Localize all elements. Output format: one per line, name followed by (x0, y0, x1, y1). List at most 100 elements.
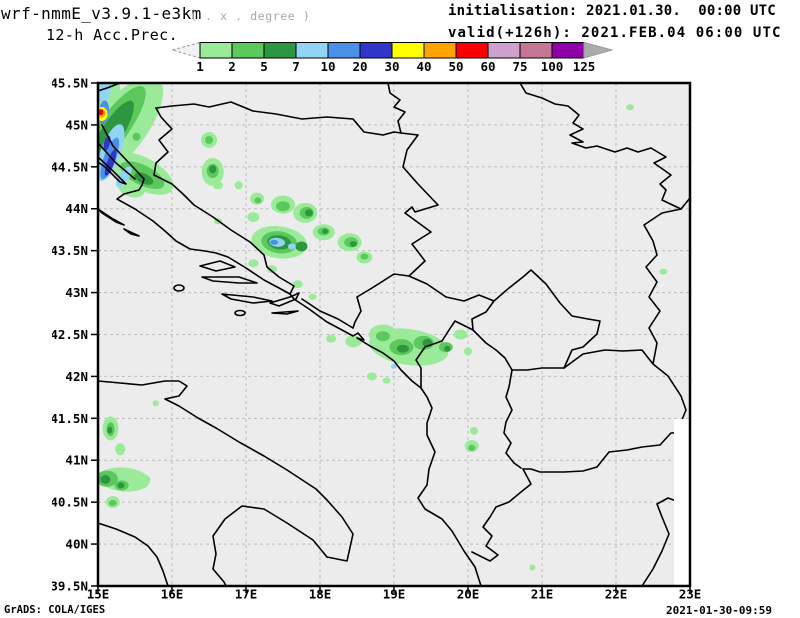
legend-value: 60 (480, 59, 495, 74)
lat-tick-label: 39.5N (52, 578, 88, 593)
precip-cell-50mm (98, 109, 104, 116)
legend-value: 5 (260, 59, 268, 74)
legend-value: 50 (448, 59, 463, 74)
legend-value: 1 (196, 59, 204, 74)
precip-cell-2mm (276, 201, 290, 212)
grads-signature: GrADS: COLA/IGES (4, 604, 106, 616)
precip-cell-1mm (152, 400, 159, 407)
precip-cell-5mm (322, 228, 329, 234)
legend-value: 125 (573, 59, 596, 74)
precip-cell-5mm (117, 482, 125, 489)
lat-lon-gridlines (98, 83, 690, 586)
precip-cell-2mm (132, 132, 141, 141)
lon-tick-label: 22E (605, 587, 628, 601)
product-label: 12-h Acc.Prec. (46, 26, 179, 44)
precip-cell-5mm (100, 475, 111, 484)
precip-cell-7mm (287, 243, 296, 250)
precip-cell-5mm (304, 209, 313, 217)
border-croatia-serbia (387, 83, 406, 134)
precip-cell-1mm (345, 335, 362, 348)
legend-color-box (519, 42, 553, 59)
precip-cell-2mm (205, 136, 213, 144)
precip-cell-1mm (115, 443, 126, 456)
legend-value: 75 (512, 59, 527, 74)
precip-cell-1mm (366, 372, 377, 381)
legend-value: 20 (352, 59, 367, 74)
lat-tick-label: 42.5N (52, 327, 88, 342)
legend-color-box (327, 42, 361, 59)
lon-tick-label: 23E (679, 587, 702, 601)
precip-cell-5mm (295, 241, 308, 252)
lat-tick-label: 40N (65, 537, 88, 552)
lat-tick-label: 41.5N (52, 411, 88, 426)
border-bosnia-west (153, 107, 354, 329)
lon-tick-label: 18E (309, 587, 332, 601)
lon-tick-label: 15E (87, 587, 110, 601)
precip-cell-1mm (382, 377, 391, 384)
coastline-adriatic-east (101, 124, 482, 586)
island-lastovo (234, 309, 246, 317)
precip-cell-10mm (270, 239, 279, 245)
legend-color-box (487, 42, 521, 59)
lat-tick-label: 44.5N (52, 159, 88, 174)
model-title: wrf-nmmE_v3.9.1-e3km (1, 4, 202, 23)
legend-color-box (263, 42, 297, 59)
initialisation-time: initialisation: 2021.01.30. 00:00 UTC (448, 3, 776, 19)
border-montenegro-albania (415, 320, 474, 389)
legend-color-box (199, 42, 233, 59)
lon-tick-label: 19E (383, 587, 406, 601)
border-albania-greece (471, 468, 532, 562)
coastline-italy-east (98, 380, 354, 586)
valid-time: valid(+126h): 2021.FEB.04 06:00 UTC (448, 25, 782, 41)
legend-value: 30 (384, 59, 399, 74)
precip-cell-1mm (626, 104, 635, 111)
legend-value: 2 (228, 59, 236, 74)
legend-color-box (391, 42, 425, 59)
border-sava-north-bosnia (155, 101, 402, 136)
islands-dalmatian (98, 142, 300, 315)
precip-cell-1mm (308, 293, 317, 300)
precip-cell-1mm (469, 426, 478, 435)
coastlines-and-borders (98, 83, 690, 586)
legend-color-box (455, 42, 489, 59)
precip-colorbar-legend: 1 2 5 7 10 20 30 40 50 60 75 100 125 (170, 42, 614, 74)
lat-tick-label: 41N (65, 453, 88, 468)
legend-value: 40 (416, 59, 431, 74)
creation-timestamp: 2021-01-30-09:59 (666, 604, 772, 617)
precip-cell-1mm (266, 265, 277, 274)
border-macedonia (522, 349, 687, 473)
domain-edge-strip (674, 419, 690, 586)
precip-cell-1mm (292, 280, 303, 289)
precip-cell-2mm (254, 197, 262, 204)
legend-underflow-arrow (170, 42, 201, 59)
lat-tick-label: 43.5N (52, 243, 88, 258)
precip-cell-5mm (444, 345, 451, 352)
legend-color-box (423, 42, 457, 59)
precip-cell-1mm (529, 564, 536, 571)
lon-tick-label: 17E (235, 587, 258, 601)
lat-tick-label: 44N (65, 201, 88, 216)
legend-color-box (295, 42, 329, 59)
lat-tick-label: 45N (65, 117, 88, 132)
precip-cell-2mm (375, 331, 390, 342)
coastline-italy-west (98, 522, 169, 586)
precip-cell-1mm (134, 474, 151, 485)
lat-tick-label: 42N (65, 369, 88, 384)
legend-color-box (231, 42, 265, 59)
legend-value: 100 (541, 59, 564, 74)
legend-value: 7 (292, 59, 300, 74)
border-kosovo (471, 269, 601, 371)
precip-cell-20mm (103, 135, 111, 152)
border-albania-macedonia (503, 369, 522, 469)
island-vis (173, 284, 185, 292)
precip-cell-2mm (468, 444, 476, 451)
precip-cell-1mm (248, 259, 259, 268)
border-montenegro-serbia (408, 275, 495, 302)
lon-tick-label: 21E (531, 587, 554, 601)
lat-tick-label: 40.5N (52, 495, 88, 510)
precip-cell-1mm (234, 181, 243, 190)
precip-cell-2mm (108, 500, 117, 506)
precip-cell-1mm (464, 347, 472, 356)
legend-color-box (551, 42, 585, 59)
